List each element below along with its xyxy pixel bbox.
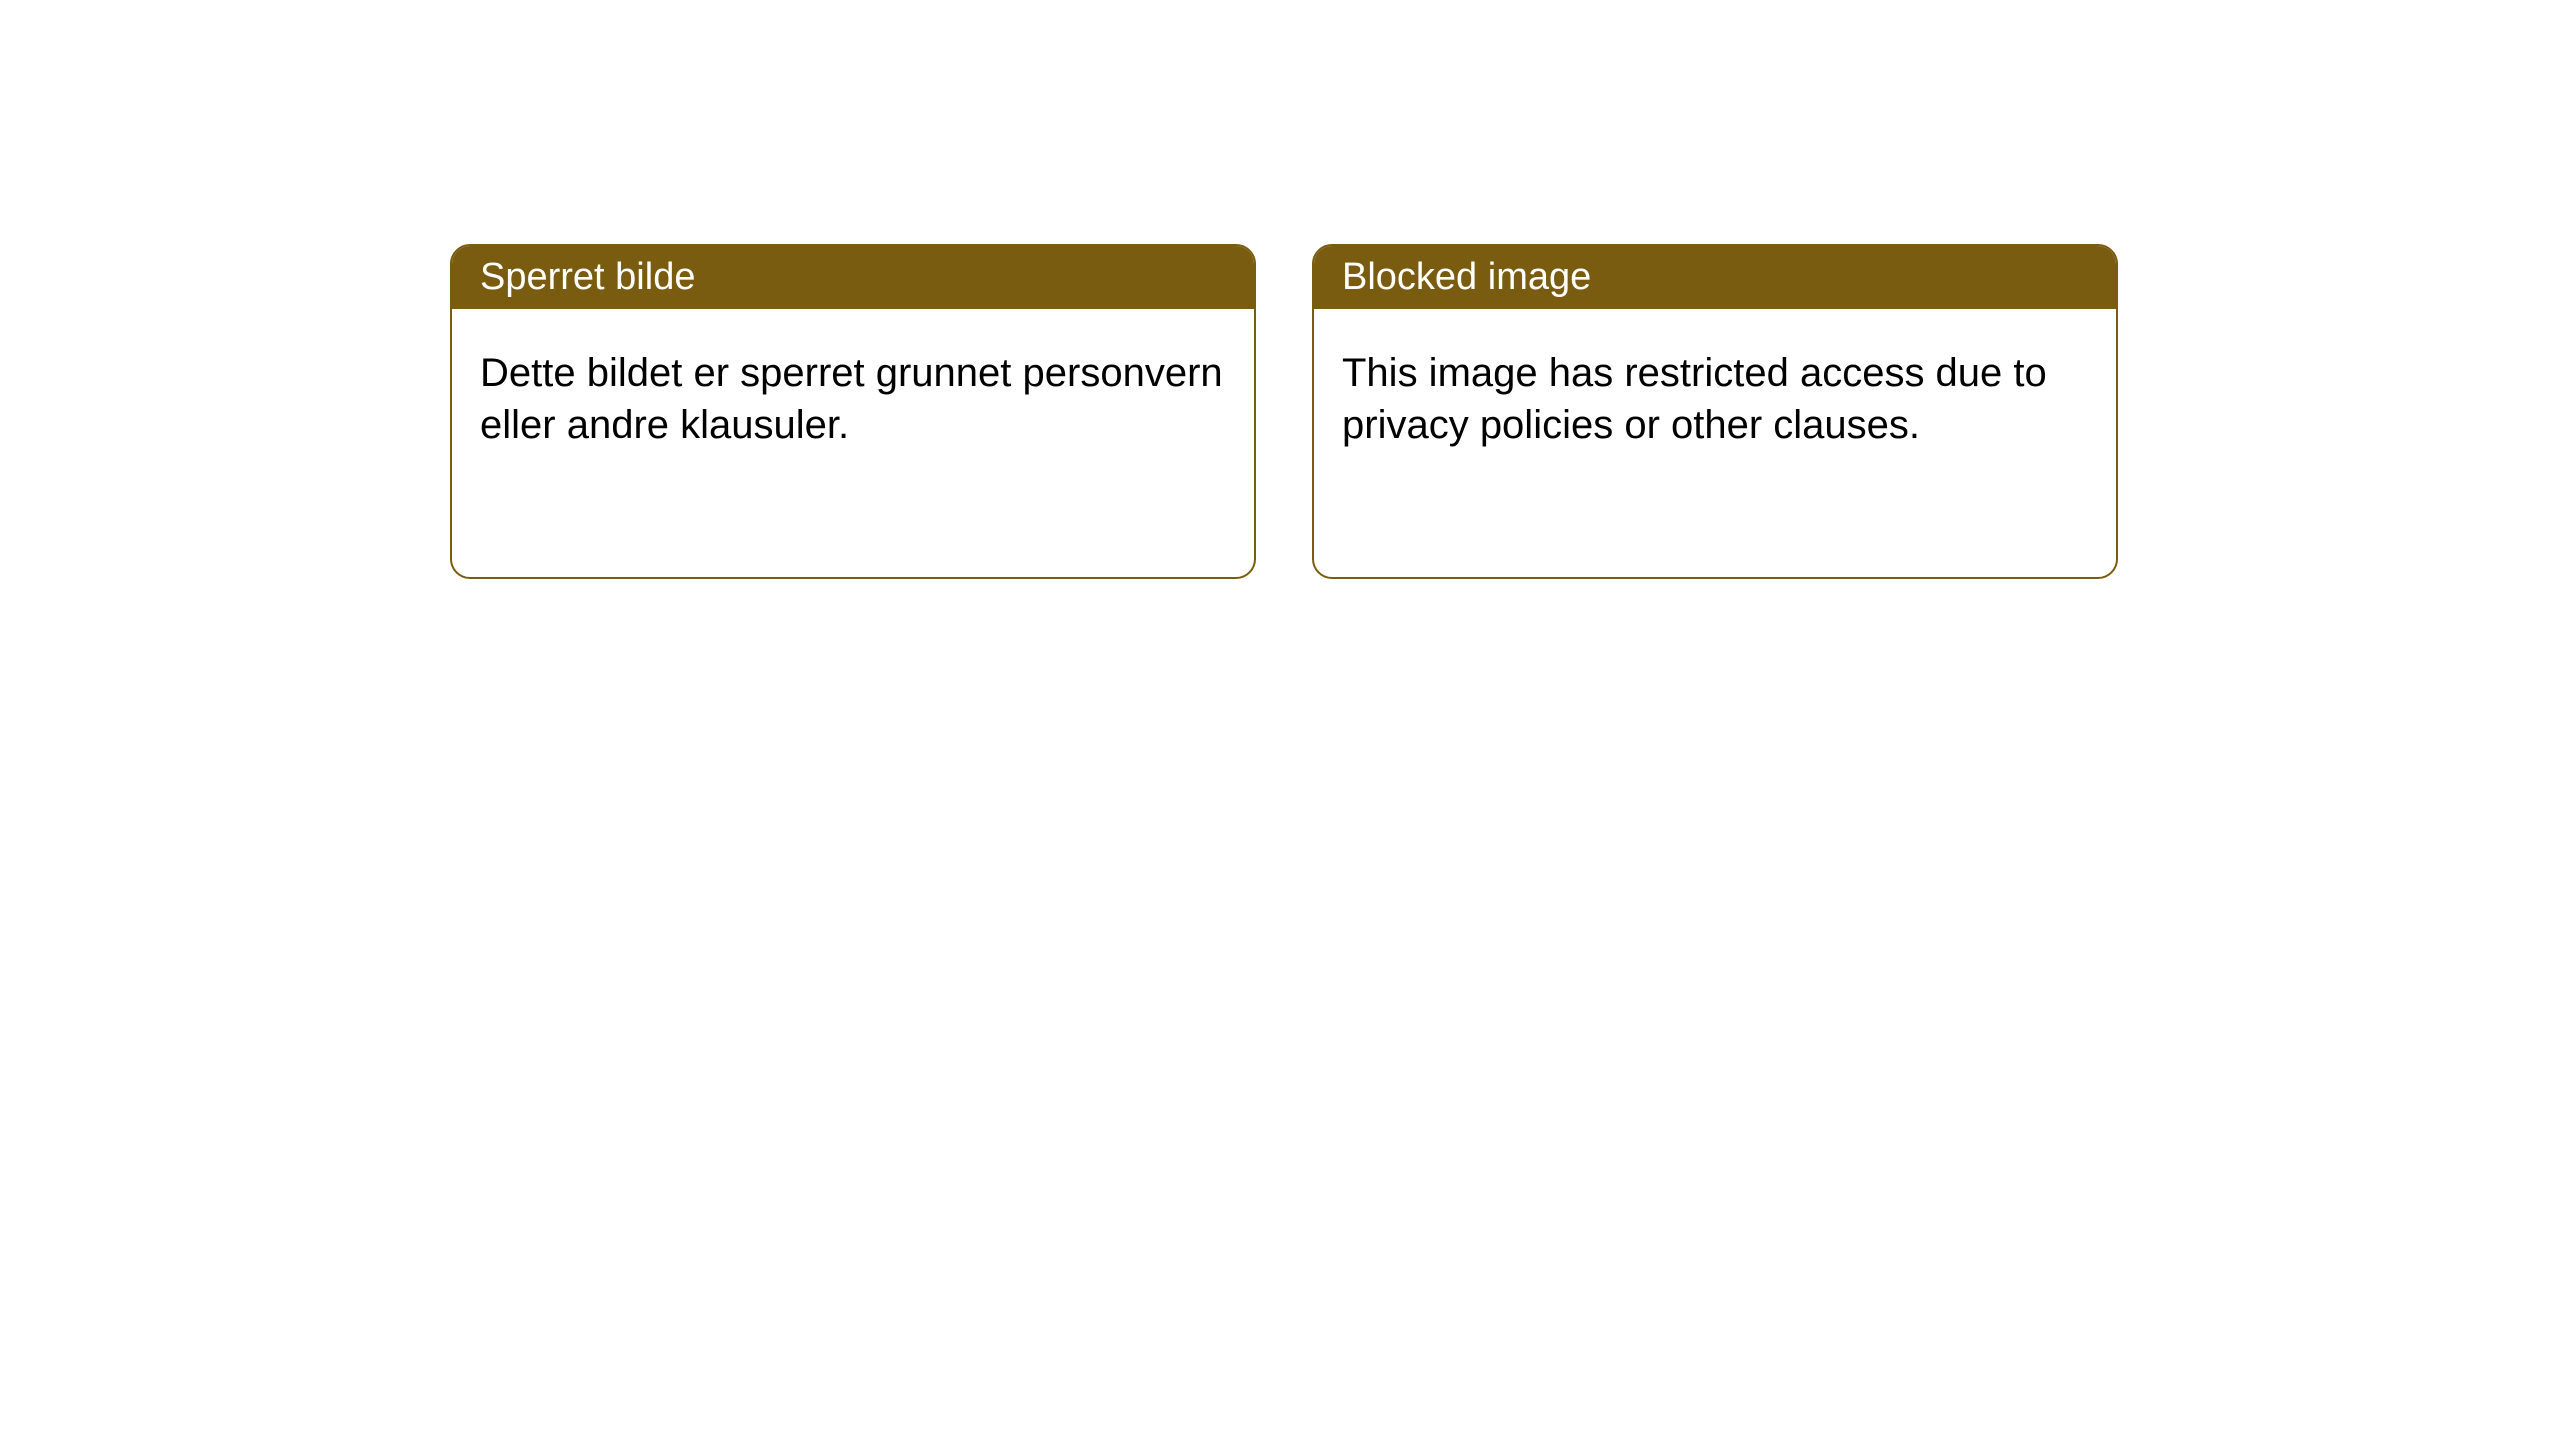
card-title: Sperret bilde [480, 256, 695, 298]
cards-container: Sperret bilde Dette bildet er sperret gr… [0, 0, 2560, 579]
blocked-image-card-norwegian: Sperret bilde Dette bildet er sperret gr… [450, 244, 1256, 579]
blocked-image-card-english: Blocked image This image has restricted … [1312, 244, 2118, 579]
card-body-text: This image has restricted access due to … [1342, 351, 2047, 447]
card-header-norwegian: Sperret bilde [452, 246, 1254, 309]
card-body-text: Dette bildet er sperret grunnet personve… [480, 351, 1223, 447]
card-body-english: This image has restricted access due to … [1314, 309, 2116, 489]
card-header-english: Blocked image [1314, 246, 2116, 309]
card-body-norwegian: Dette bildet er sperret grunnet personve… [452, 309, 1254, 489]
card-title: Blocked image [1342, 256, 1591, 298]
